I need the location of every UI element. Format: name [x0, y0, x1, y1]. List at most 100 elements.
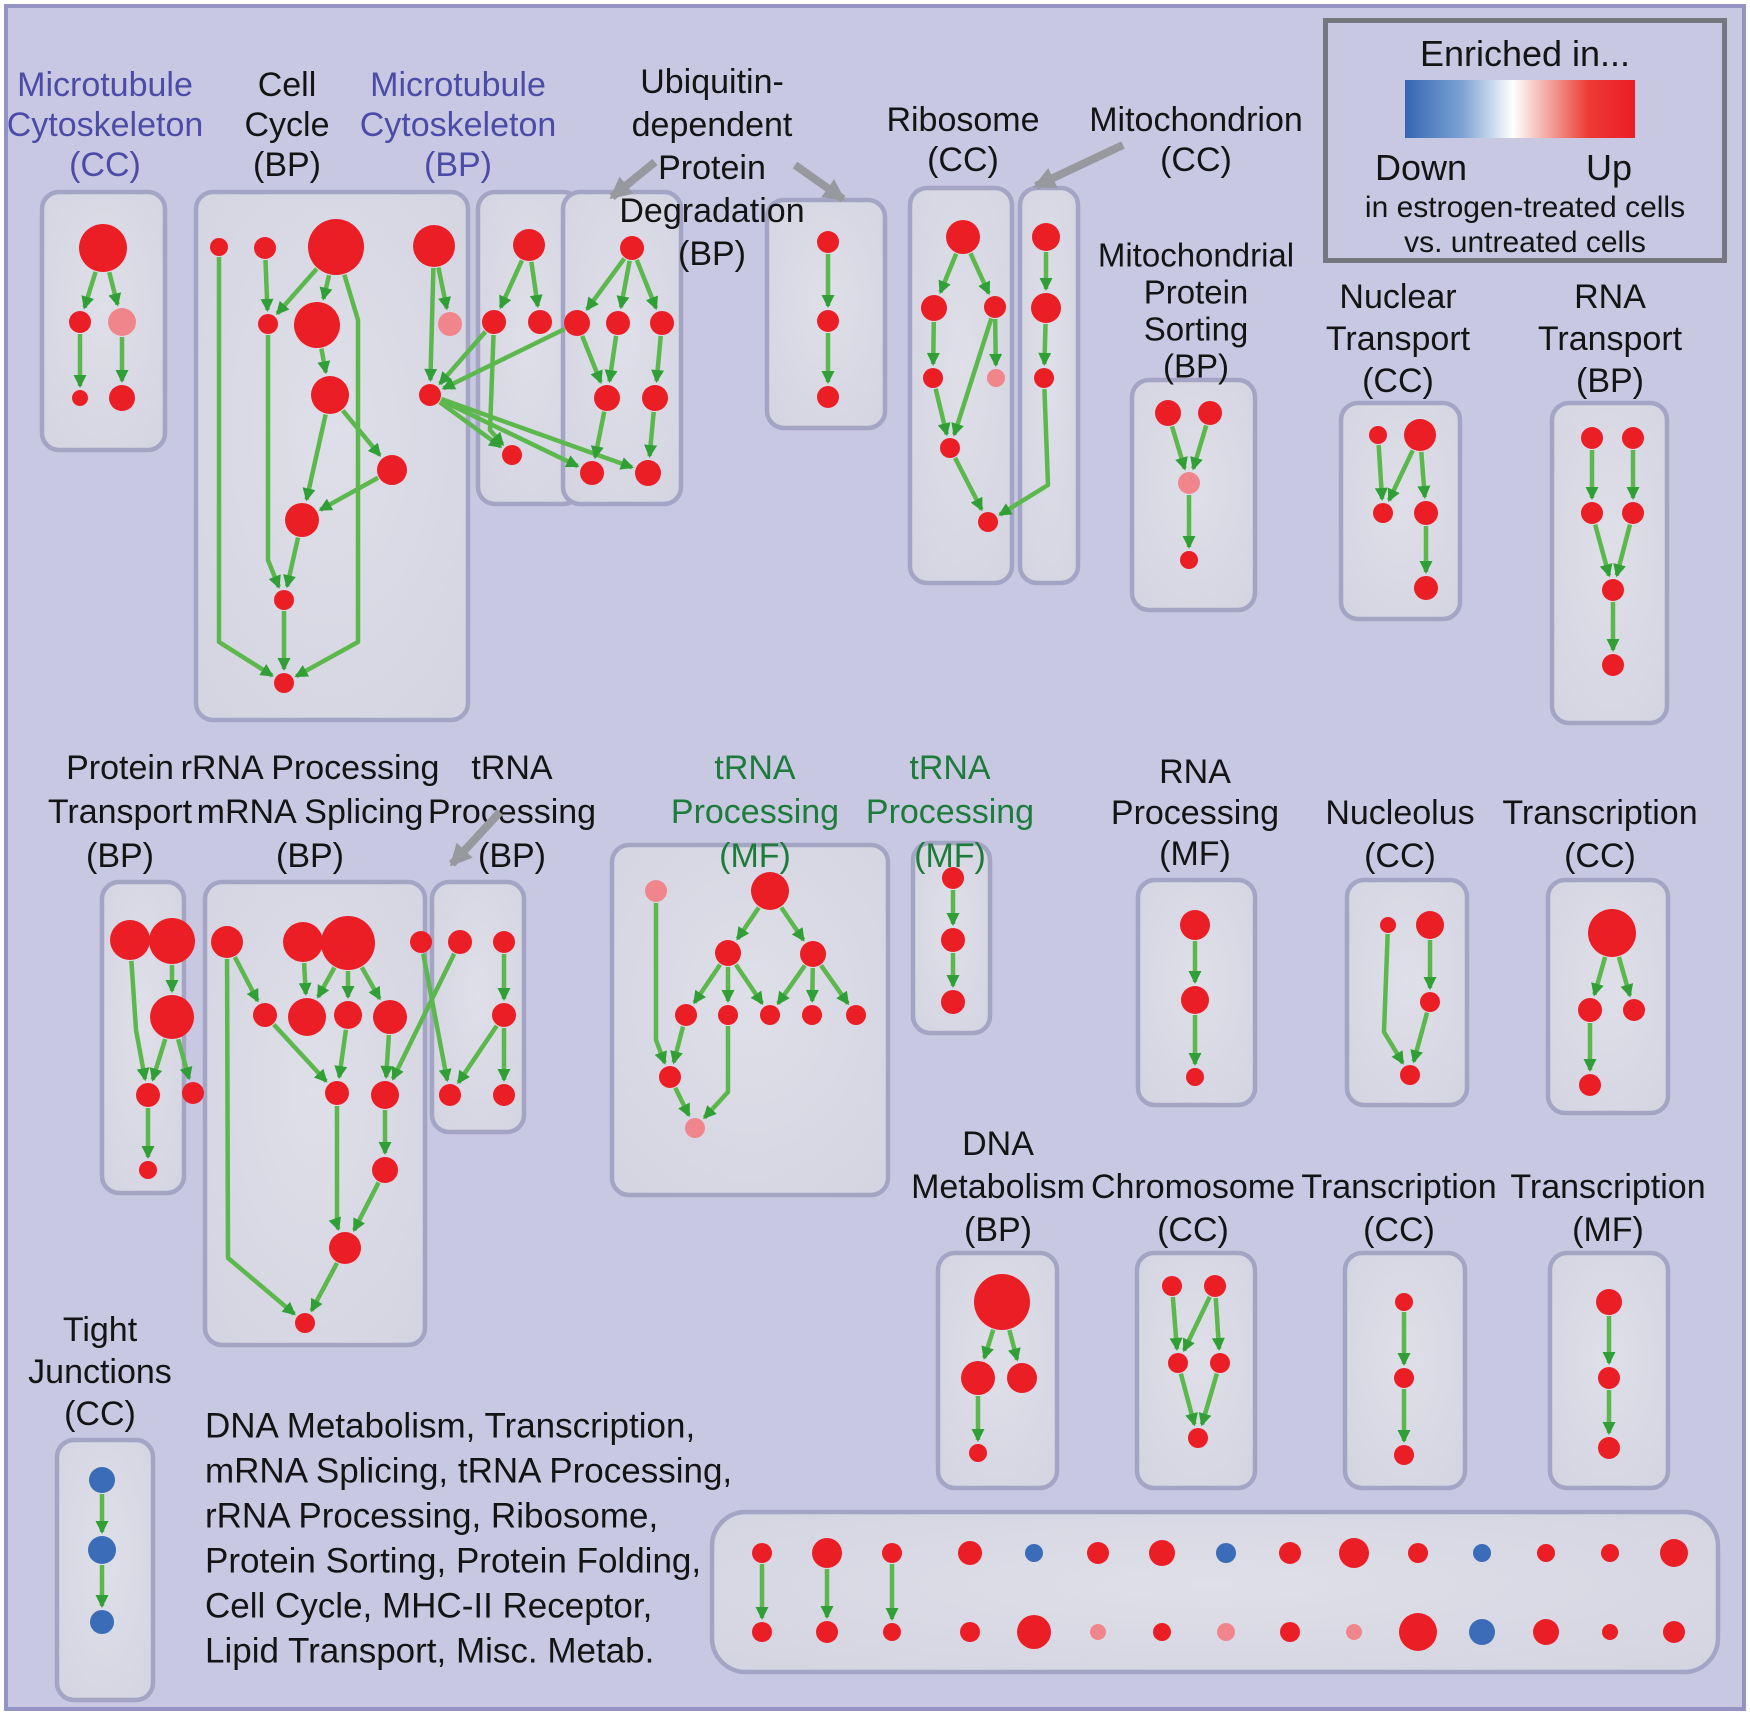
go-term-node-tj2: [90, 1610, 114, 1634]
go-term-node-f2: [1394, 1445, 1414, 1465]
go-term-node-bb2: [816, 1621, 838, 1643]
edge-c2-c5: [319, 274, 333, 301]
misc-text-line-5: Lipid Transport, Misc. Metab.: [205, 1631, 654, 1670]
go-term-node-bt13: [1537, 1544, 1555, 1562]
cluster-label-microtubule-bp-line0: Microtubule: [370, 66, 546, 104]
go-term-node-bb1: [752, 1622, 772, 1642]
legend-subtitle-1: in estrogen-treated cells: [1364, 191, 1686, 224]
cluster-label-nucleolus-cc-line0: Nucleolus: [1325, 794, 1474, 832]
go-term-node-t1: [493, 931, 515, 953]
go-term-node-t3: [439, 1084, 461, 1106]
edge-n0-n2: [1374, 444, 1388, 501]
edge-z0-z2: [1616, 956, 1634, 998]
go-term-node-s2: [321, 916, 375, 970]
edge-n1-n2: [1386, 449, 1415, 503]
cluster-label-microtubule-cc-line2: (CC): [69, 146, 141, 184]
edge-s3-t3: [421, 953, 452, 1083]
go-term-node-a1: [69, 311, 91, 333]
edge-c2-c12: [294, 274, 361, 679]
go-term-node-mb1: [482, 310, 506, 334]
cluster-label-nuclear-transport-line2: (CC): [1362, 362, 1434, 400]
go-term-node-pt2: [150, 995, 194, 1039]
go-term-node-f1: [1394, 1368, 1414, 1388]
cluster-box-chromosome-cc: [1134, 1250, 1258, 1491]
legend-up-label: Up: [1585, 147, 1633, 188]
go-term-node-v7: [802, 1005, 822, 1025]
misc-text-line-2: rRNA Processing, Ribosome,: [205, 1496, 658, 1535]
cluster-label-mitochondrial-protein-sorting-line3: (BP): [1163, 348, 1229, 385]
edge-c8-mb3: [438, 400, 503, 449]
edge-r2-r5: [951, 317, 994, 437]
go-term-node-c11: [274, 590, 294, 610]
cluster-label-mitochondrial-protein-sorting-line0: Mitochondrial: [1098, 237, 1294, 274]
cluster-label-tight-junctions-line2: (CC): [64, 1395, 136, 1433]
go-term-node-bb8: [1217, 1623, 1235, 1641]
go-term-node-s5: [288, 998, 326, 1036]
go-term-node-e1: [1204, 1275, 1226, 1297]
go-term-node-c7: [311, 376, 349, 414]
go-term-node-u3: [650, 311, 674, 335]
go-term-node-bb10: [1346, 1624, 1362, 1640]
color-gradient-bar: [1405, 80, 1635, 138]
go-term-node-s6: [334, 1001, 362, 1029]
go-term-node-q4: [1602, 579, 1624, 601]
edge-d0-d1: [981, 1328, 996, 1360]
edge-c3-c8: [424, 267, 438, 382]
go-term-node-c2: [308, 219, 364, 275]
edge-c0-c12: [216, 257, 274, 678]
go-term-node-bb5: [1017, 1615, 1051, 1649]
edge-m1-m2: [1038, 323, 1052, 366]
cluster-label-cell-cycle-line1: Cycle: [244, 106, 329, 144]
cluster-label-rna-processing-mf-line2: (MF): [1159, 835, 1231, 873]
edge-r3-r5: [933, 388, 951, 437]
go-term-node-bt8: [1216, 1543, 1236, 1563]
go-term-node-bt11: [1408, 1543, 1428, 1563]
go-term-node-q2: [1581, 502, 1603, 524]
go-term-node-pt0: [110, 920, 150, 960]
go-term-node-n4: [1414, 576, 1438, 600]
go-term-node-n3: [1414, 501, 1438, 525]
go-term-node-bb4: [960, 1622, 980, 1642]
edge-v2-v6: [733, 963, 765, 1006]
go-term-node-bt9: [1279, 1542, 1301, 1564]
edge-r0-r2: [968, 252, 991, 296]
go-term-node-n0: [1369, 426, 1387, 444]
edge-a0-a2: [107, 271, 122, 307]
go-term-node-y2: [1420, 992, 1440, 1012]
go-term-node-z3: [1579, 1074, 1601, 1096]
go-term-node-a0: [79, 224, 127, 272]
cluster-label-cell-cycle-line0: Cell: [258, 66, 317, 104]
go-term-node-e4: [1188, 1428, 1208, 1448]
cluster-label-dna-metabolism-line1: Metabolism: [911, 1168, 1085, 1206]
edge-u0-u2: [616, 260, 632, 310]
cluster-label-microtubule-cc-line1: Cytoskeleton: [7, 106, 204, 144]
cluster-box-tight-junctions: [54, 1437, 156, 1703]
edge-e2-e4: [1178, 1373, 1198, 1427]
go-term-node-s4: [253, 1003, 277, 1027]
edge-c1-c4: [260, 259, 274, 312]
edge-u2-u4: [604, 335, 619, 384]
edge-d0-d2: [1007, 1329, 1021, 1362]
edge-s8-s11: [328, 1106, 341, 1231]
edge-n1-n3: [1417, 451, 1431, 499]
go-term-node-p0: [1155, 400, 1181, 426]
cluster-label-ubiquitin-degradation-line0: Ubiquitin-: [640, 63, 784, 101]
go-term-node-s0: [211, 926, 243, 958]
edge-p0-p2: [1169, 425, 1188, 471]
edge-u0-u3: [634, 259, 659, 310]
edge-c3-c6: [436, 267, 451, 311]
cluster-label-dna-metabolism-line0: DNA: [962, 1125, 1034, 1163]
cluster-label-transcription-cc-line1: (CC): [1564, 837, 1636, 875]
edge-e3-e4: [1198, 1372, 1220, 1427]
go-term-node-r1: [921, 295, 947, 321]
go-term-node-s11: [329, 1232, 361, 1264]
edge-q2-q4: [1592, 523, 1613, 578]
go-term-node-s7: [373, 1000, 407, 1034]
go-term-node-g0: [1596, 1289, 1622, 1315]
go-term-node-e3: [1210, 1353, 1230, 1373]
go-term-node-a4: [109, 385, 135, 411]
cluster-label-trna-processing-mf-1-line0: tRNA: [714, 749, 796, 787]
go-term-node-q1: [1622, 427, 1644, 449]
go-term-node-c8: [419, 384, 441, 406]
edge-r5-r6: [953, 456, 984, 512]
